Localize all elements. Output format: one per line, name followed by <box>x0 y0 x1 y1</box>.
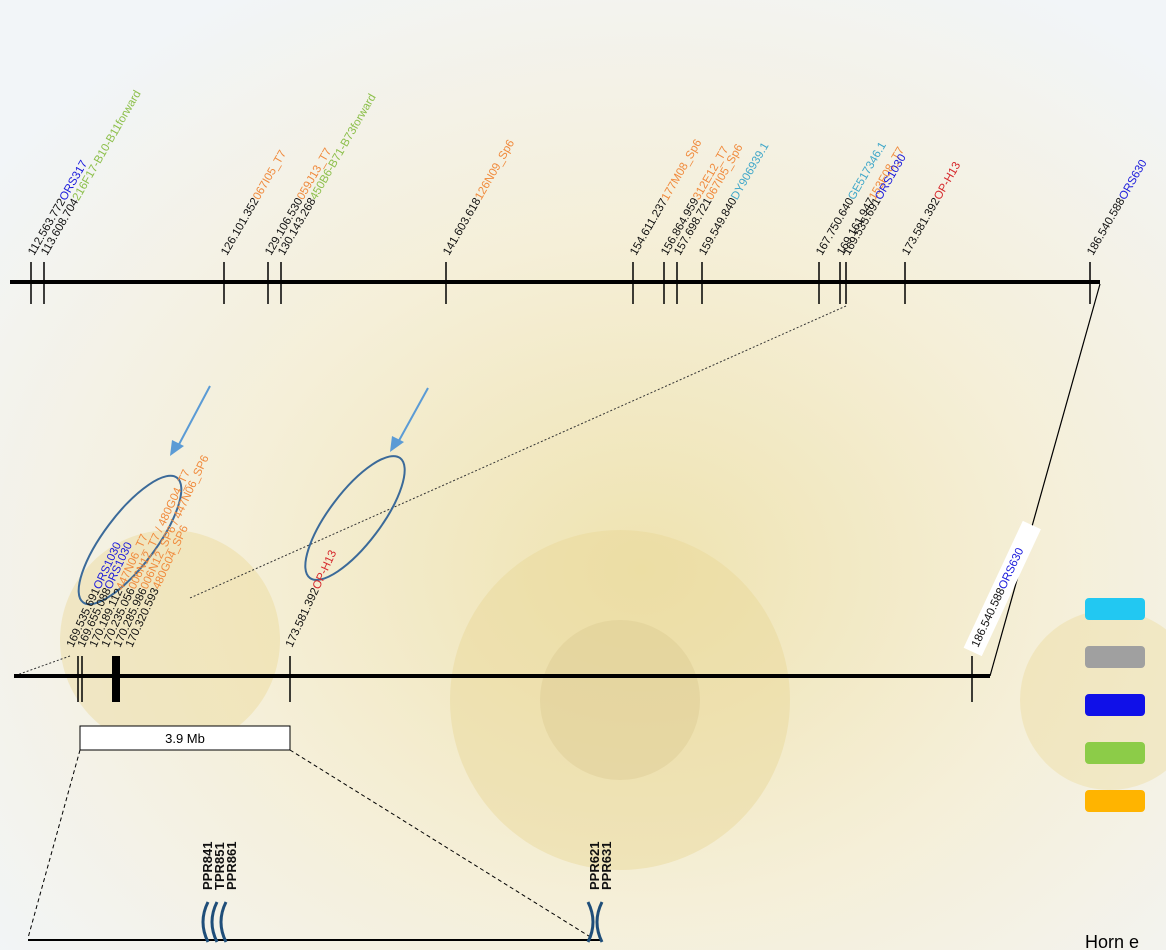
gene-mark <box>219 901 228 943</box>
legend-swatch <box>1085 694 1145 716</box>
footer-text: Horn e <box>1085 932 1139 950</box>
gene-label: PPR631 <box>599 842 614 890</box>
gene-label: TPR851 <box>212 842 227 890</box>
gene-mark <box>595 901 604 943</box>
label-box <box>963 520 1041 657</box>
gene-label: PPR621 <box>587 842 602 890</box>
zoom-connector <box>989 283 1101 677</box>
gene-label: PPR841 <box>200 842 215 890</box>
gene-marks <box>201 901 604 943</box>
highlight-oval <box>77 474 183 606</box>
arrow <box>175 385 211 451</box>
gene-mark <box>586 901 595 943</box>
arrow-head <box>170 440 184 456</box>
zoom-connector <box>13 655 71 677</box>
gene-mark <box>210 901 219 943</box>
scale-bar <box>79 725 291 751</box>
arrow-head <box>390 436 404 452</box>
background-flower <box>540 620 700 780</box>
zoom-connector <box>289 749 593 939</box>
legend-swatch <box>1085 598 1145 620</box>
gene-mark <box>201 901 210 943</box>
zoom-connector <box>27 749 81 939</box>
legend-swatch <box>1085 742 1145 764</box>
gene-label: PPR861 <box>224 842 239 890</box>
legend-swatch <box>1085 790 1145 812</box>
background-flower <box>450 530 790 870</box>
arrow <box>395 387 429 447</box>
legend-swatch <box>1085 646 1145 668</box>
highlight-oval <box>304 455 406 581</box>
scale-bar-label: 3.9 Mb <box>165 731 205 746</box>
